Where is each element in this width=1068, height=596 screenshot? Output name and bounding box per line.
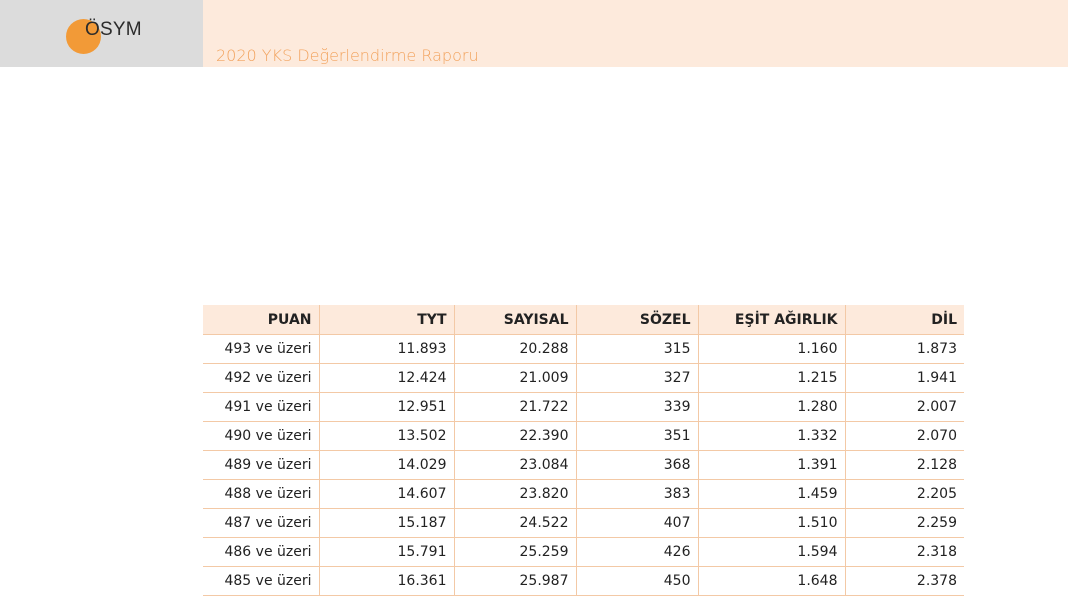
table-cell: 20.288 — [453, 334, 576, 364]
table-cell: 22.390 — [453, 421, 576, 451]
table-cell: 21.009 — [453, 363, 576, 393]
osym-logo-icon — [66, 19, 101, 54]
table-cell: 15.187 — [318, 508, 454, 538]
logo-area: ÖSYM — [0, 0, 203, 67]
table-cell: 11.893 — [318, 334, 454, 364]
report-title: 2020 YKS Değerlendirme Raporu — [216, 46, 479, 65]
table-cell: 486 ve üzeri — [203, 537, 319, 567]
header-band: 2020 YKS Değerlendirme Raporu — [203, 0, 1068, 67]
table-cell: 2.378 — [844, 566, 964, 596]
logo-text: ÖSYM — [85, 19, 142, 40]
table-cell: 23.820 — [453, 479, 576, 509]
table-cell: 488 ve üzeri — [203, 479, 319, 509]
score-table: PUAN TYT SAYISAL SÖZEL EŞİT AĞIRLIK DİL 493 v… — [203, 305, 964, 596]
table-cell: 13.502 — [318, 421, 454, 451]
table-cell: 12.951 — [318, 392, 454, 422]
table-cell: 1.941 — [844, 363, 964, 393]
table-cell: 351 — [575, 421, 698, 451]
table-cell: 315 — [575, 334, 698, 364]
table-cell: 490 ve üzeri — [203, 421, 319, 451]
table-cell: 24.522 — [453, 508, 576, 538]
column-header: SAYISAL — [453, 305, 576, 335]
table-cell: 492 ve üzeri — [203, 363, 319, 393]
table-cell: 1.332 — [697, 421, 845, 451]
table-cell: 1.594 — [697, 537, 845, 567]
table-cell: 2.259 — [844, 508, 964, 538]
table-row: 492 ve üzeri 12.424 21.009 327 1.215 1.941 — [203, 363, 964, 393]
table-cell: 25.987 — [453, 566, 576, 596]
table-row: 489 ve üzeri 14.029 23.084 368 1.391 2.128 — [203, 450, 964, 480]
table-cell: 493 ve üzeri — [203, 334, 319, 364]
score-table-container: PUAN TYT SAYISAL SÖZEL EŞİT AĞIRLIK DİL 493 v… — [203, 305, 964, 596]
table-cell: 12.424 — [318, 363, 454, 393]
table-cell: 1.459 — [697, 479, 845, 509]
table-cell: 426 — [575, 537, 698, 567]
table-cell: 383 — [575, 479, 698, 509]
table-cell: 14.607 — [318, 479, 454, 509]
table-cell: 1.873 — [844, 334, 964, 364]
table-cell: 2.318 — [844, 537, 964, 567]
table-cell: 21.722 — [453, 392, 576, 422]
table-cell: 368 — [575, 450, 698, 480]
table-cell: 485 ve üzeri — [203, 566, 319, 596]
table-cell: 23.084 — [453, 450, 576, 480]
table-cell: 450 — [575, 566, 698, 596]
table-cell: 407 — [575, 508, 698, 538]
table-row: 491 ve üzeri 12.951 21.722 339 1.280 2.007 — [203, 392, 964, 422]
table-body: 493 ve üzeri 11.893 20.288 315 1.160 1.873 492… — [203, 334, 964, 596]
table-cell: 2.128 — [844, 450, 964, 480]
table-cell: 2.070 — [844, 421, 964, 451]
table-cell: 1.280 — [697, 392, 845, 422]
table-row: 488 ve üzeri 14.607 23.820 383 1.459 2.205 — [203, 479, 964, 509]
table-cell: 1.215 — [697, 363, 845, 393]
table-cell: 16.361 — [318, 566, 454, 596]
table-cell: 25.259 — [453, 537, 576, 567]
table-cell: 1.648 — [697, 566, 845, 596]
table-header-row: PUAN TYT SAYISAL SÖZEL EŞİT AĞIRLIK DİL — [203, 305, 964, 335]
table-row: 487 ve üzeri 15.187 24.522 407 1.510 2.259 — [203, 508, 964, 538]
column-header: EŞİT AĞIRLIK — [697, 305, 845, 335]
table-cell: 15.791 — [318, 537, 454, 567]
table-row: 486 ve üzeri 15.791 25.259 426 1.594 2.318 — [203, 537, 964, 567]
table-cell: 2.007 — [844, 392, 964, 422]
table-cell: 327 — [575, 363, 698, 393]
table-cell: 487 ve üzeri — [203, 508, 319, 538]
table-cell: 2.205 — [844, 479, 964, 509]
table-cell: 491 ve üzeri — [203, 392, 319, 422]
table-cell: 339 — [575, 392, 698, 422]
table-cell: 1.160 — [697, 334, 845, 364]
table-cell: 1.391 — [697, 450, 845, 480]
table-row: 493 ve üzeri 11.893 20.288 315 1.160 1.873 — [203, 334, 964, 364]
table-cell: 1.510 — [697, 508, 845, 538]
column-header: PUAN — [203, 305, 319, 335]
table-row: 490 ve üzeri 13.502 22.390 351 1.332 2.070 — [203, 421, 964, 451]
table-row: 485 ve üzeri 16.361 25.987 450 1.648 2.378 — [203, 566, 964, 596]
table-cell: 489 ve üzeri — [203, 450, 319, 480]
column-header: DİL — [844, 305, 964, 335]
column-header: TYT — [318, 305, 454, 335]
table-cell: 14.029 — [318, 450, 454, 480]
column-header: SÖZEL — [575, 305, 698, 335]
